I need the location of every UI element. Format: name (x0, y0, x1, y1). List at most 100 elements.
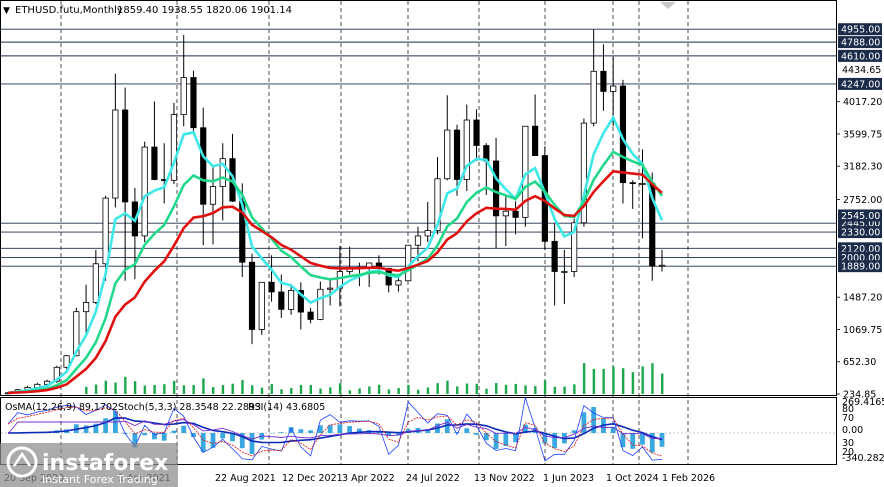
price-tick-label: 652.30 (843, 357, 876, 368)
osma-bar (474, 433, 479, 435)
volume-bar (143, 385, 147, 394)
volume-bar (631, 372, 635, 394)
level-tag-label: 4247.00 (841, 79, 880, 90)
level-tag (838, 49, 882, 62)
volume-bar (553, 386, 557, 394)
osma-bar (581, 412, 587, 433)
level-tag (838, 23, 882, 36)
osma-bar (200, 433, 206, 452)
volume-bar (495, 383, 498, 394)
chart-shift-marker-icon[interactable] (660, 2, 676, 9)
volume-bar (163, 384, 166, 394)
indicator-tick-label: -340.2828 (842, 453, 884, 464)
logo-tagline: Instant Forex Trading (42, 473, 158, 486)
price-tick-label: 2752.00 (843, 195, 882, 206)
candle-body (492, 160, 500, 217)
candle-body (200, 127, 207, 205)
volume-bar (456, 386, 459, 394)
candle-body (63, 355, 70, 368)
ma-slow-line (7, 169, 663, 395)
osma-bar (327, 425, 333, 433)
osma-bar (620, 433, 626, 448)
candle-body (73, 311, 80, 357)
price-tick-label: 3599.75 (843, 129, 882, 140)
volume-bar (612, 366, 615, 394)
volume-bar (192, 384, 195, 394)
volume-bar (153, 385, 156, 394)
volume-bar (280, 389, 283, 394)
candle-body (600, 70, 607, 92)
volume-bar (358, 388, 361, 394)
osma-bar (591, 407, 597, 433)
indicator-tick-label: 80 (842, 404, 854, 415)
candle-body (658, 264, 666, 267)
candle-body (122, 109, 129, 203)
candle-body (248, 261, 256, 330)
candle-body (112, 109, 119, 199)
candle-body (92, 263, 99, 303)
osma-bar (308, 430, 313, 433)
volume-bar (592, 368, 596, 394)
indicator-tick-label: 269.4165 (842, 397, 884, 408)
chart-menu-arrow-icon[interactable]: ▼ (3, 6, 10, 16)
time-axis-label: 13 Nov 2022 (474, 473, 535, 484)
level-tag-label: 2120.00 (841, 244, 880, 255)
candle-body (395, 280, 402, 286)
time-axis-label: 1 Oct 2024 (606, 473, 659, 484)
volume-bar (387, 389, 391, 394)
osma-bar (571, 430, 577, 433)
osma-bar (161, 433, 167, 441)
osma-bar (513, 433, 518, 443)
candle-body (551, 240, 558, 272)
volume-bar (573, 384, 576, 394)
osma-bar (249, 433, 255, 454)
price-tick-label: 234.85 (843, 390, 876, 401)
time-axis-label: 1 Feb 2026 (662, 473, 715, 484)
osma-bar (542, 433, 548, 444)
rsi-line (7, 419, 662, 440)
osma-bar (522, 424, 528, 433)
volume-bar (221, 385, 225, 394)
price-tick-label: 1069.75 (843, 325, 882, 336)
price-tick-label: 1487.20 (843, 293, 882, 304)
volume-bar (641, 366, 644, 394)
level-tag-label: 2545.00 (841, 211, 880, 222)
volume-bar (260, 387, 264, 394)
volume-bar (241, 380, 244, 394)
candle-body (453, 129, 461, 180)
osma-bar (83, 425, 89, 433)
volume-bar (172, 380, 176, 394)
logo-circle-icon (6, 446, 38, 478)
time-axis-label: 22 Aug 2021 (215, 473, 276, 484)
price-axis: 4955.00 4788.00 4610.00 4247.00 2445.002330.… (836, 23, 882, 401)
time-axis-label: 1 Jun 2023 (543, 473, 594, 484)
candle-body (561, 271, 568, 273)
osma-bar (132, 433, 138, 448)
candle-body (151, 146, 158, 180)
osma-bar (610, 426, 616, 433)
candle-body (268, 281, 275, 293)
volume-bar (397, 388, 400, 394)
volume-bar (543, 380, 547, 394)
candle-body (287, 290, 295, 310)
candle-body (532, 125, 539, 156)
osma-bar (630, 433, 636, 449)
level-tag-label: 4788.00 (841, 38, 880, 49)
level-tag-label: 1889.00 (841, 262, 880, 273)
volume-bar (104, 380, 108, 394)
volume-bar (114, 382, 117, 394)
stoch-signal-line (7, 406, 663, 457)
volume-bar (309, 385, 312, 394)
time-axis-label: 12 Dec 2021 (282, 473, 343, 484)
osma-bar (210, 433, 216, 448)
volume-bar (602, 368, 605, 394)
volume-bar (290, 388, 293, 394)
level-tag (838, 226, 882, 239)
candle-body (580, 122, 587, 224)
volume-bar (534, 386, 537, 394)
level-tag (838, 36, 882, 49)
time-axis-label: 3 Apr 2022 (342, 473, 395, 484)
candle-body (463, 119, 470, 180)
